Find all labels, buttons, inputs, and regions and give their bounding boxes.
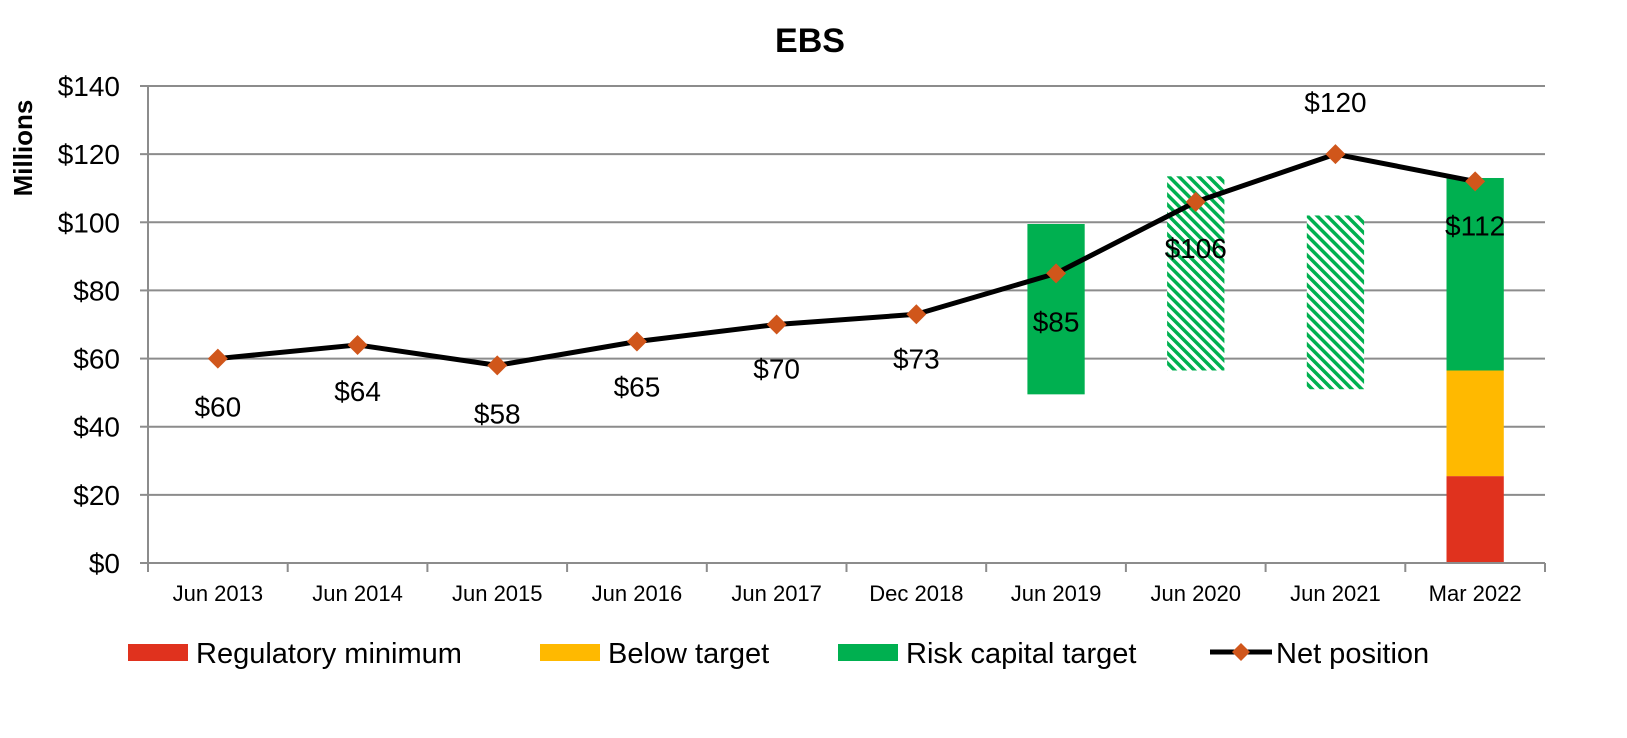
net-position-marker [906,304,927,325]
x-tick-label: Jun 2020 [1150,581,1241,606]
x-tick-label: Jun 2019 [1011,581,1102,606]
chart-title: EBS [775,22,845,60]
y-tick-label: $140 [58,71,120,102]
x-tick-label: Jun 2014 [312,581,403,606]
y-tick-label: $80 [73,275,120,306]
x-tick-label: Dec 2018 [869,581,963,606]
x-tick-label: Jun 2015 [452,581,543,606]
x-tick-label: Jun 2017 [731,581,822,606]
gridlines [148,85,1545,496]
legend-swatch-below-target [540,644,600,661]
band-risk-capital-target [1306,215,1365,390]
net-position-marker [347,334,368,355]
data-label: $60 [194,392,241,423]
legend-label-risk-capital-target: Risk capital target [906,638,1137,670]
y-tick-label: $60 [73,344,120,375]
net-position-marker [1465,171,1486,192]
data-label: $70 [753,354,800,385]
data-labels: $60 $64 $58 $65 $70 $73 $85 $106 $120 $112 [194,87,1505,429]
data-label: $106 [1165,233,1227,264]
data-label: $58 [474,398,521,429]
net-position-line [217,151,1476,368]
data-label: $65 [614,372,661,403]
y-tick-label: $0 [89,548,120,579]
net-position-marker [1046,263,1067,284]
net-position-marker [487,355,508,376]
legend-label-regulatory-minimum: Regulatory minimum [196,638,462,670]
legend: Regulatory minimum Below target Risk capit… [128,638,1429,670]
legend-marker-net-position [1232,643,1250,661]
band-regulatory-minimum [1446,476,1504,563]
x-tick-label: Jun 2016 [592,581,683,606]
y-tick-label: $120 [58,139,120,170]
legend-label-net-position: Net position [1276,638,1429,670]
net-position-series [207,144,1486,376]
data-label: $73 [893,343,940,374]
x-tick-label: Mar 2022 [1429,581,1522,606]
legend-label-below-target: Below target [608,638,769,670]
net-position-marker [1325,144,1346,165]
y-axis-label: Millions [8,100,38,197]
axes: $0 $20 $40 $60 $80 $100 $120 $140 Jun 2013 Jun 20… [58,71,1546,606]
y-tick-label: $40 [73,412,120,443]
data-label: $112 [1445,210,1505,241]
data-label: $85 [1033,306,1080,337]
data-label: $120 [1304,87,1366,118]
band-risk-capital-target [1446,177,1504,371]
data-label: $64 [334,376,381,407]
y-tick-label: $20 [73,480,120,511]
target-bands [1027,176,1504,563]
band-below-target [1446,370,1504,477]
legend-swatch-risk-capital-target [838,644,898,661]
x-tick-label: Jun 2013 [173,581,264,606]
net-position-marker [207,348,228,369]
net-position-marker [766,314,787,335]
y-tick-label: $100 [58,207,120,238]
legend-swatch-regulatory-minimum [128,644,188,661]
net-position-marker [1185,191,1206,212]
net-position-marker [626,331,647,352]
x-tick-label: Jun 2021 [1290,581,1381,606]
band-risk-capital-target [1027,223,1085,395]
